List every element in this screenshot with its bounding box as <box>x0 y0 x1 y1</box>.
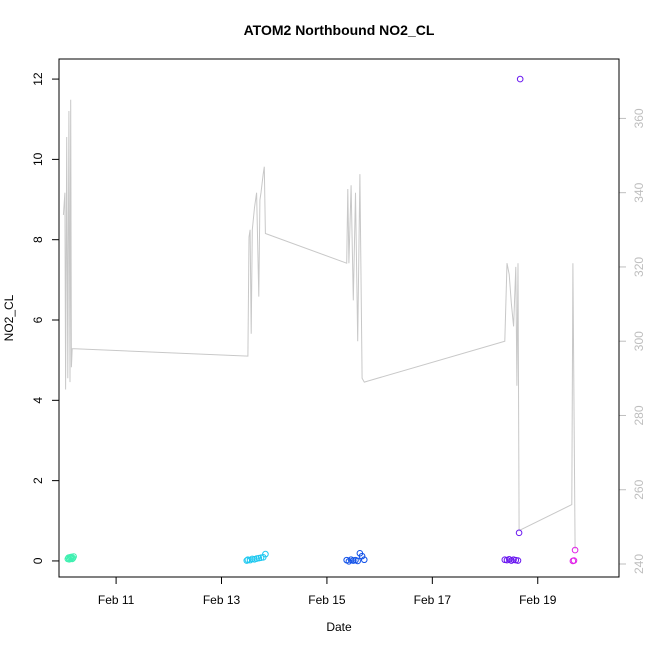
data-point <box>514 557 522 564</box>
plot-area <box>62 75 579 565</box>
data-point <box>516 75 524 83</box>
data-point <box>360 556 368 564</box>
x-axis: Feb 11 Feb 13 Feb 15 Feb 17 Feb 19 <box>98 577 557 607</box>
plot-box <box>58 58 620 578</box>
right-y-tick-label: 360 <box>632 108 646 128</box>
chart-title: ATOM2 Northbound NO2_CL <box>244 22 435 38</box>
series-line <box>62 99 576 550</box>
data-point <box>70 553 77 560</box>
left-y-tick-label: 6 <box>31 316 45 323</box>
left-y-tick-label: 4 <box>31 397 45 404</box>
left-y-tick-label: 12 <box>31 72 45 86</box>
data-point <box>354 557 361 565</box>
data-point <box>358 552 366 560</box>
left-y-tick-label: 8 <box>31 236 45 243</box>
right-y-tick-label: 240 <box>632 554 646 574</box>
right-y-axis: 240 260 280 300 320 340 360 <box>619 108 646 574</box>
left-y-tick-label: 0 <box>31 557 45 564</box>
left-y-axis: 0 2 4 6 8 10 12 <box>31 72 59 564</box>
right-y-tick-label: 340 <box>632 182 646 202</box>
data-point <box>515 529 523 537</box>
x-tick-label: Feb 15 <box>308 593 346 607</box>
right-y-tick-label: 320 <box>632 257 646 277</box>
x-axis-title: Date <box>326 620 352 634</box>
x-tick-label: Feb 19 <box>519 593 557 607</box>
x-tick-label: Feb 17 <box>414 593 452 607</box>
y-axis-title: NO2_CL <box>2 294 16 341</box>
right-y-tick-label: 300 <box>632 331 646 351</box>
data-point <box>570 557 578 564</box>
data-point <box>571 546 579 554</box>
x-tick-label: Feb 13 <box>203 593 241 607</box>
right-y-tick-label: 280 <box>632 405 646 425</box>
left-y-tick-label: 2 <box>31 477 45 484</box>
x-tick-label: Feb 11 <box>98 593 135 607</box>
left-y-tick-label: 10 <box>31 152 45 166</box>
data-point <box>262 550 269 558</box>
right-y-tick-label: 260 <box>632 479 646 499</box>
